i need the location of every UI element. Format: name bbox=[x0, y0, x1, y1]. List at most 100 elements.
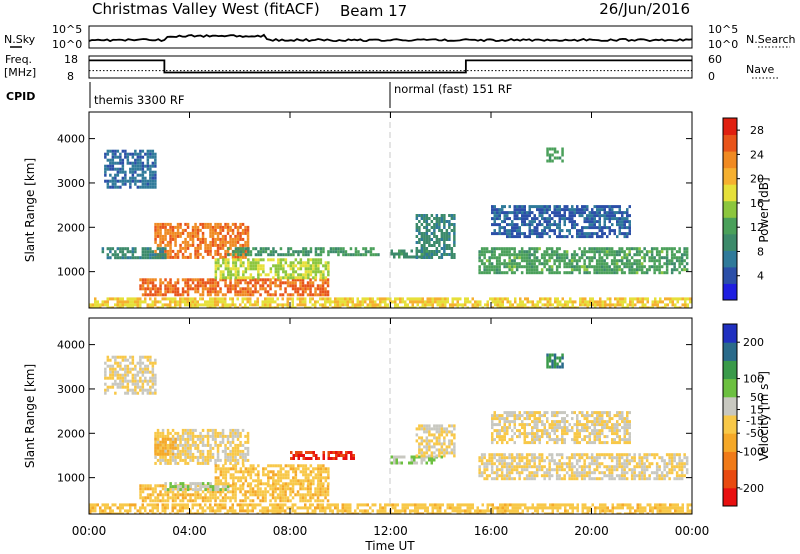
velocity-cell-3 bbox=[184, 496, 187, 500]
power-cell-10 bbox=[404, 300, 407, 304]
power-cell-0 bbox=[121, 161, 125, 165]
power-cell-6 bbox=[403, 255, 406, 259]
velocity-cell-3 bbox=[324, 490, 327, 494]
power-cell-5 bbox=[354, 247, 358, 251]
power-cell-11 bbox=[548, 156, 552, 160]
velocity-cell-7 bbox=[423, 458, 426, 462]
power-cell-5 bbox=[257, 250, 260, 254]
power-cell-9 bbox=[516, 232, 519, 236]
velocity-cell-0 bbox=[119, 382, 122, 386]
power-cell-9 bbox=[561, 235, 564, 239]
velocity-cell-5 bbox=[234, 464, 238, 468]
power-cell-9 bbox=[596, 235, 599, 239]
power-cell-10 bbox=[334, 303, 337, 307]
power-cell-2 bbox=[209, 281, 212, 285]
power-cell-10 bbox=[491, 297, 494, 301]
power-cell-9 bbox=[558, 223, 561, 227]
power-cell-10 bbox=[464, 303, 467, 307]
power-cell-8 bbox=[495, 256, 499, 260]
power-cell-5 bbox=[269, 253, 273, 257]
power-cell-8 bbox=[515, 256, 519, 260]
velocity-cell-3 bbox=[166, 496, 170, 500]
power-cell-8 bbox=[613, 259, 616, 263]
power-cell-8 bbox=[683, 259, 686, 263]
velocity-cell-9 bbox=[570, 453, 574, 457]
power-cell-10 bbox=[119, 306, 122, 308]
velocity-cell-8 bbox=[448, 430, 451, 434]
power-cell-10 bbox=[126, 306, 129, 308]
velocity-cell-3 bbox=[284, 487, 287, 491]
power-cell-0 bbox=[134, 179, 137, 183]
power-cell-3 bbox=[224, 261, 228, 265]
power-cell-6 bbox=[418, 255, 421, 259]
power-cell-9 bbox=[593, 220, 596, 224]
power-cell-8 bbox=[525, 253, 529, 257]
velocity-cell-3 bbox=[306, 490, 310, 494]
power-cell-9 bbox=[561, 214, 564, 218]
power-cell-10 bbox=[191, 297, 194, 301]
power-cell-10 bbox=[94, 306, 97, 308]
power-cell-1 bbox=[224, 252, 227, 256]
power-cell-2 bbox=[161, 293, 165, 297]
power-cell-8 bbox=[593, 247, 596, 251]
power-cell-6 bbox=[405, 252, 408, 256]
power-cell-8 bbox=[540, 268, 544, 272]
power-cell-3 bbox=[262, 267, 265, 271]
power-cell-0 bbox=[111, 167, 115, 171]
power-cell-8 bbox=[533, 250, 536, 254]
power-cell-2 bbox=[309, 284, 312, 288]
power-cell-7 bbox=[425, 214, 429, 217]
power-cell-10 bbox=[429, 303, 432, 307]
velocity-cell-9 bbox=[543, 465, 546, 469]
power-cell-10 bbox=[236, 306, 239, 308]
power-cell-1 bbox=[244, 243, 247, 247]
power-cell-1 bbox=[204, 237, 207, 241]
power-cell-7 bbox=[433, 232, 436, 235]
power-cell-8 bbox=[495, 247, 499, 251]
velocity-cell-3 bbox=[319, 493, 322, 497]
power-cell-2 bbox=[221, 293, 225, 297]
velocity-cell-1 bbox=[219, 443, 222, 447]
velocity-cell-4 bbox=[191, 488, 195, 492]
velocity-cell-7 bbox=[395, 458, 398, 462]
power-cell-3 bbox=[224, 264, 228, 268]
power-cell-7 bbox=[445, 247, 449, 250]
power-cell-10 bbox=[386, 297, 389, 301]
power-cell-2 bbox=[271, 293, 275, 297]
power-cell-8 bbox=[655, 247, 659, 251]
power-cell-0 bbox=[124, 149, 127, 153]
power-cell-8 bbox=[533, 265, 536, 269]
power-cell-9 bbox=[556, 211, 559, 215]
velocity-cell-9 bbox=[580, 477, 584, 481]
power-cell-10 bbox=[381, 306, 384, 308]
power-cell-2 bbox=[206, 281, 210, 285]
power-cell-7 bbox=[438, 238, 441, 241]
power-cell-9 bbox=[528, 232, 531, 236]
power-cell-10 bbox=[111, 297, 114, 301]
velocity-cell-3 bbox=[161, 499, 165, 503]
velocity-cell-0 bbox=[126, 385, 130, 389]
velocity-cell-1 bbox=[191, 434, 195, 438]
power-cell-9 bbox=[531, 220, 534, 224]
velocity-cell-0 bbox=[111, 385, 115, 389]
velocity-cell-0 bbox=[154, 391, 157, 395]
velocity-cell-9 bbox=[633, 477, 636, 481]
power-cell-8 bbox=[550, 253, 554, 257]
velocity-cell-0 bbox=[119, 373, 122, 377]
power-cell-8 bbox=[505, 265, 509, 269]
velocity-cell-3 bbox=[141, 496, 145, 500]
velocity-cell-3 bbox=[176, 493, 180, 497]
power-cell-8 bbox=[498, 262, 501, 266]
power-cell-10 bbox=[234, 306, 237, 308]
power-cell-10 bbox=[539, 306, 542, 308]
power-cell-11 bbox=[548, 147, 552, 151]
velocity-cell-1 bbox=[206, 428, 210, 432]
velocity-cell-1 bbox=[189, 455, 192, 459]
velocity-cell-5 bbox=[232, 473, 235, 477]
power-cell-1 bbox=[216, 252, 220, 256]
power-cell-10 bbox=[309, 300, 312, 304]
velocity-cell-4 bbox=[224, 488, 227, 492]
power-cell-8 bbox=[663, 262, 666, 266]
power-cell-8 bbox=[480, 253, 484, 257]
power-cell-10 bbox=[336, 297, 339, 301]
